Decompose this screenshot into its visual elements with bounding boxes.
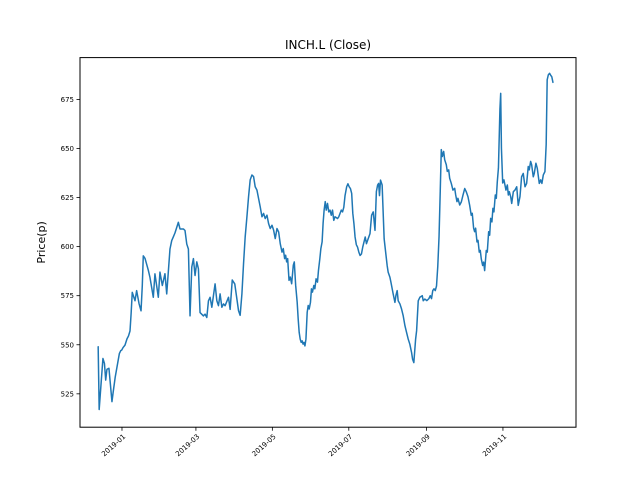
y-axis-ticks: 525 550 575 600 625 650 675: [61, 96, 80, 398]
chart-title: INCH.L (Close): [285, 38, 371, 52]
price-line-series: [97, 72, 554, 411]
y-tick-label: 550: [61, 341, 74, 349]
y-tick-label: 525: [61, 390, 74, 398]
y-tick-label: 650: [61, 145, 74, 153]
y-tick-label: 675: [61, 96, 74, 104]
y-axis-label: Price(p): [35, 221, 48, 263]
plot-border: [79, 57, 577, 428]
y-tick-label: 600: [61, 243, 74, 251]
y-tick-label: 575: [61, 292, 74, 300]
y-tick-label: 625: [61, 194, 74, 202]
